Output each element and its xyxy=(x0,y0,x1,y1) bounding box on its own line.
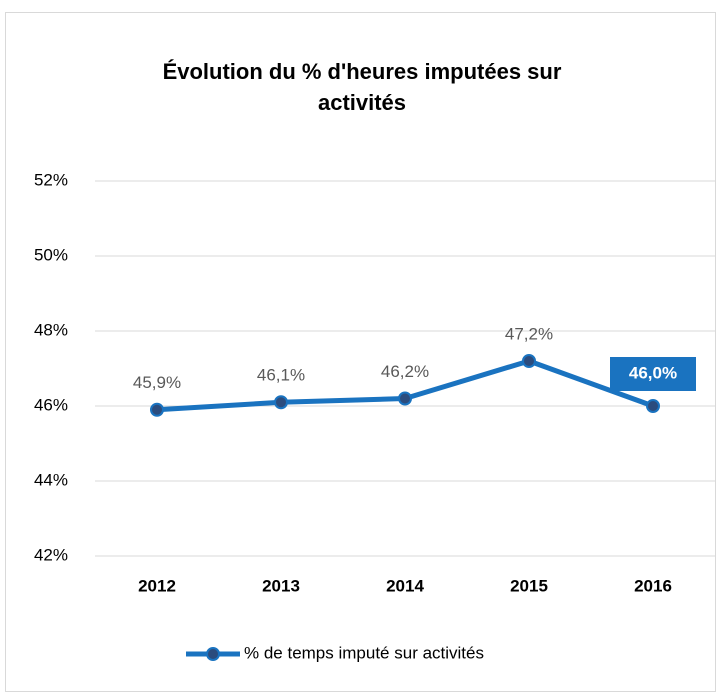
data-label: 47,2% xyxy=(505,324,553,343)
y-tick-label: 42% xyxy=(34,545,68,564)
marker xyxy=(150,402,164,417)
legend-label: % de temps imputé sur activités xyxy=(244,643,484,662)
data-label: 46,0% xyxy=(629,363,677,382)
y-tick-label: 46% xyxy=(34,395,68,414)
marker xyxy=(522,354,536,368)
data-label-box xyxy=(610,357,696,391)
marker xyxy=(274,395,288,410)
x-tick-label: 2015 xyxy=(510,576,548,595)
data-label: 46,2% xyxy=(381,362,429,381)
data-label: 46,1% xyxy=(257,366,305,385)
y-tick-label: 48% xyxy=(34,320,68,339)
marker xyxy=(398,391,412,406)
marker xyxy=(646,399,660,413)
y-tick-label: 52% xyxy=(34,170,68,189)
data-label: 45,9% xyxy=(133,373,181,392)
chart-title: Évolution du % d'heures imputées sur act… xyxy=(162,59,562,115)
legend-marker xyxy=(206,647,220,661)
y-tick-label: 50% xyxy=(34,245,68,264)
y-tick-label: 44% xyxy=(34,470,68,489)
x-tick-label: 2016 xyxy=(634,576,672,595)
x-tick-label: 2013 xyxy=(262,576,300,595)
x-tick-label: 2012 xyxy=(138,576,176,595)
x-tick-label: 2014 xyxy=(386,576,424,595)
